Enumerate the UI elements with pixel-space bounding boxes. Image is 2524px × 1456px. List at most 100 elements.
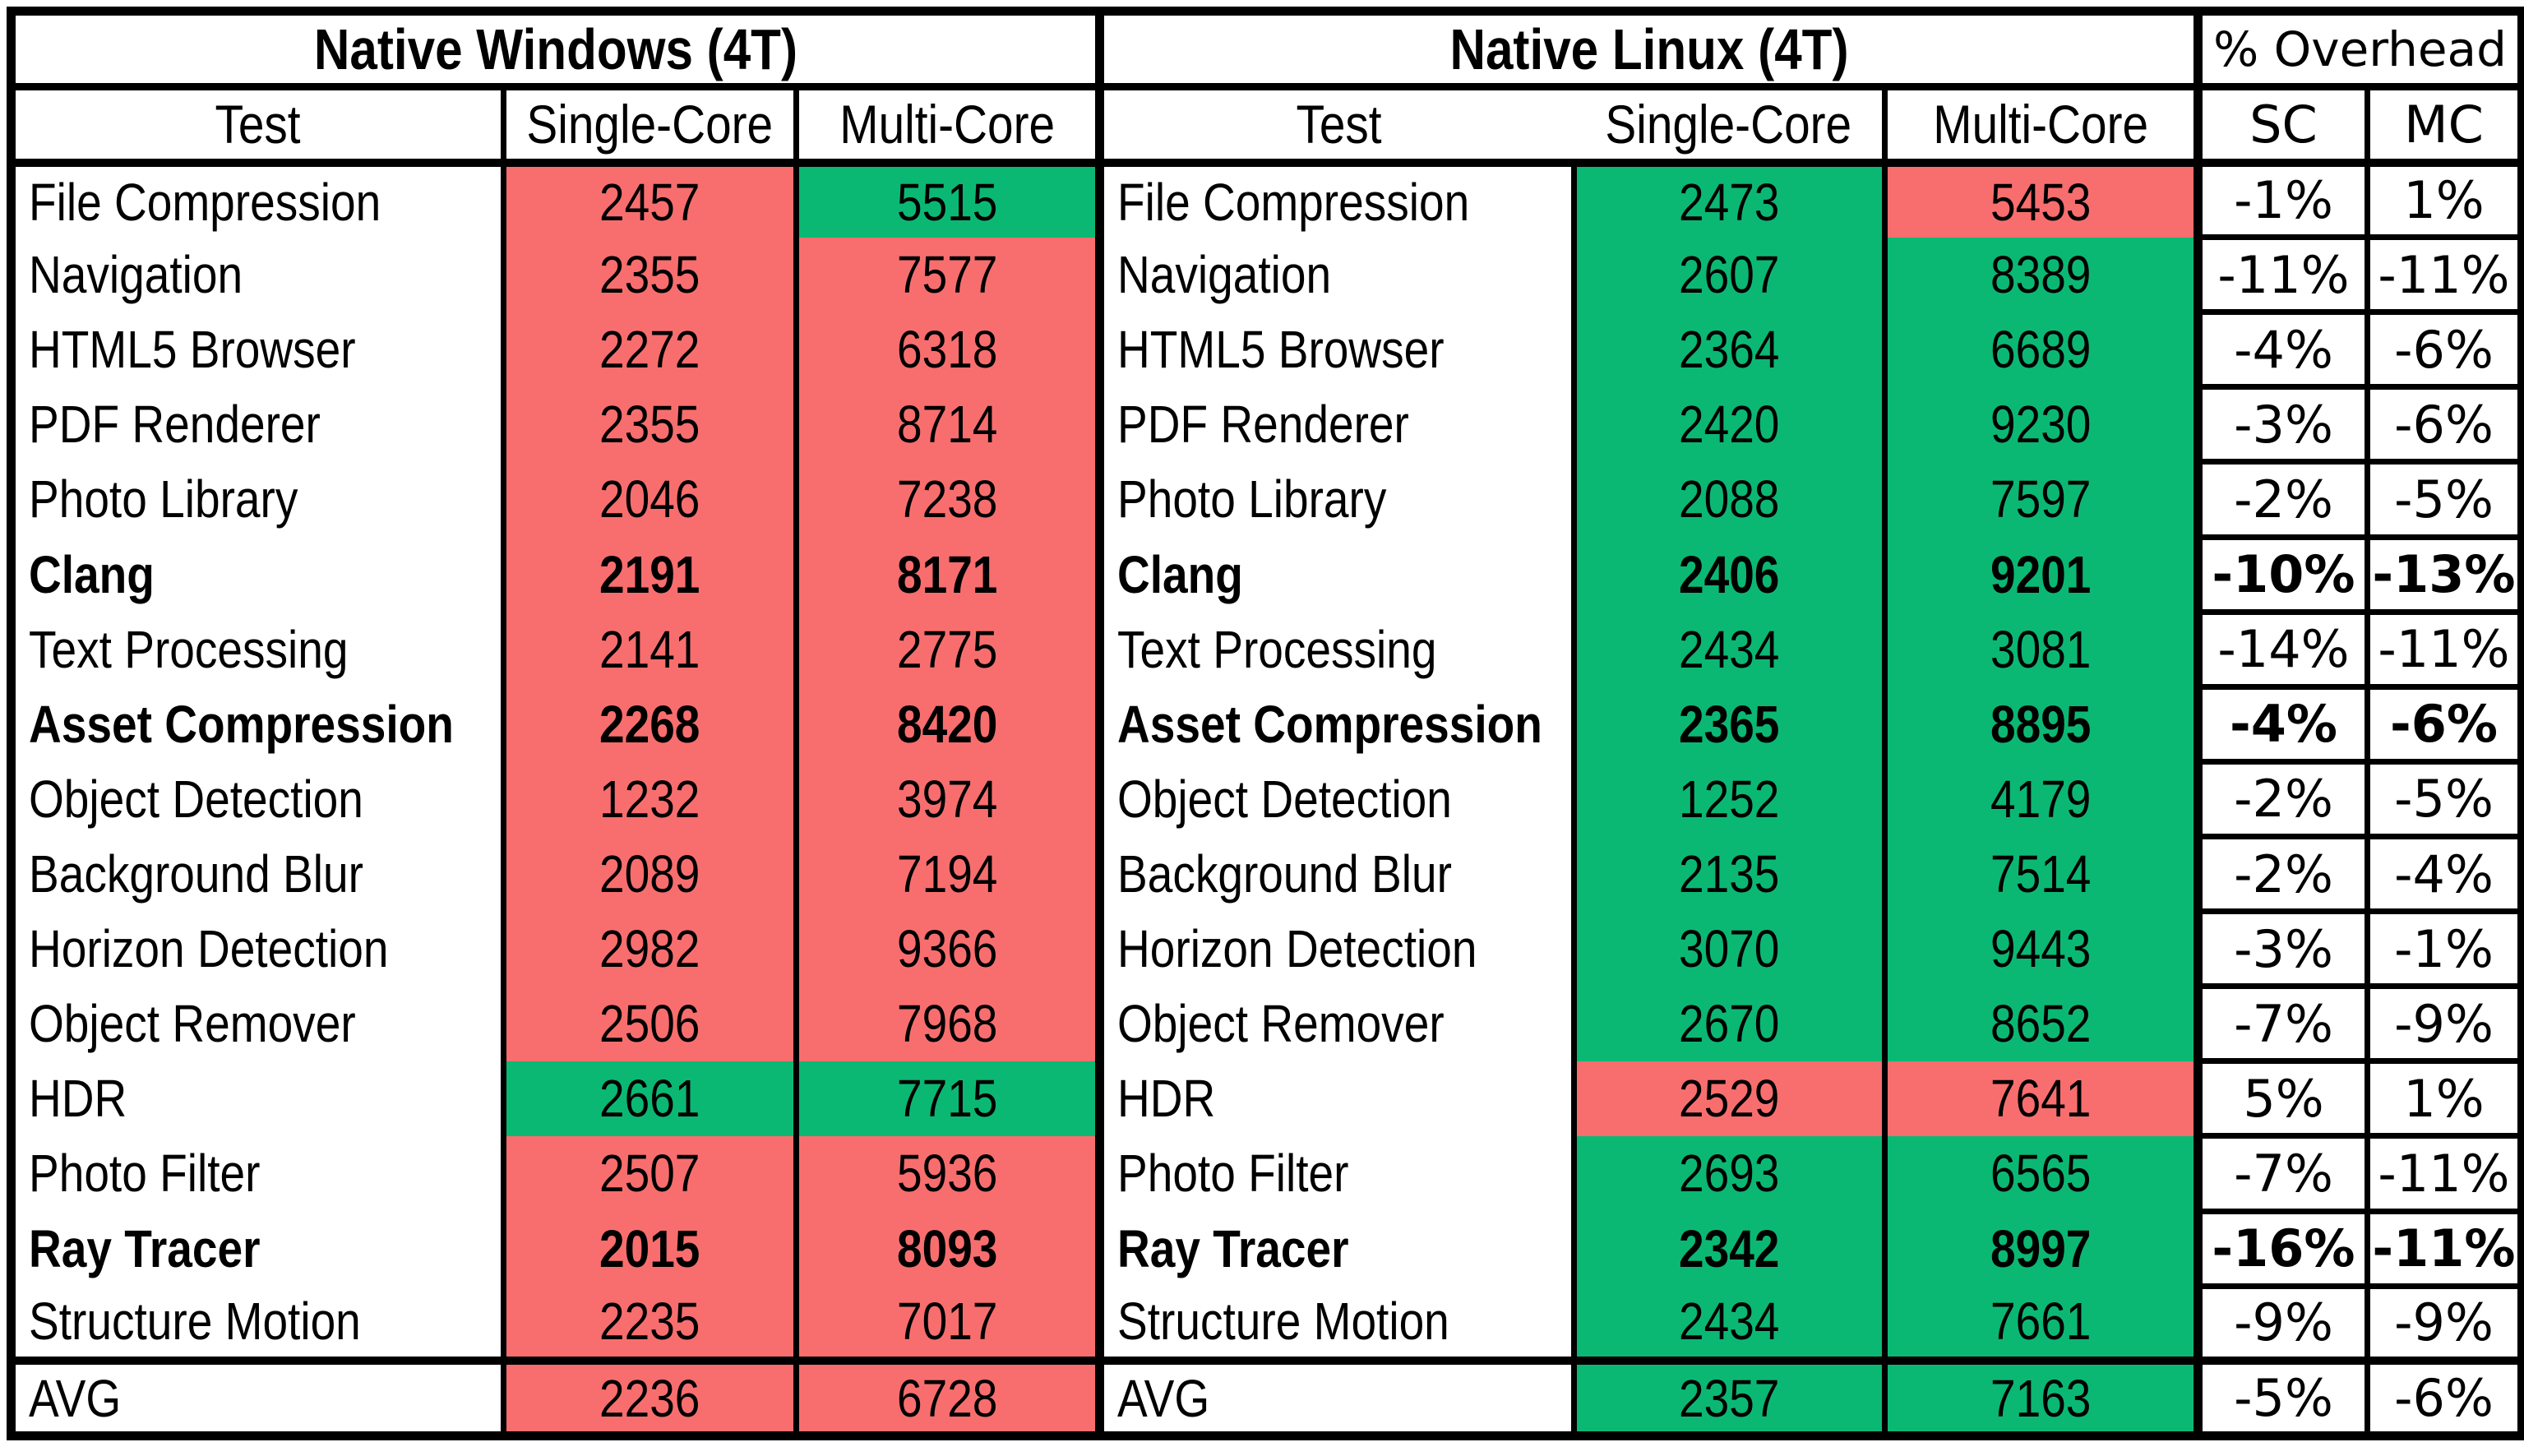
linux-multi-core-cell: 7163	[1884, 1357, 2203, 1436]
cell-text: 2355	[599, 245, 700, 305]
linux-single-core-cell: 2607	[1574, 237, 1888, 312]
cell-text: Object Detection	[1117, 769, 1452, 829]
linux-test-name-cell: Object Detection	[1099, 761, 1577, 837]
cell-text: 1232	[599, 769, 700, 829]
linux-multi-core-cell: 9443	[1884, 911, 2203, 987]
win-test-name-cell: Photo Library	[11, 461, 506, 538]
linux-single-core-cell: 2529	[1574, 1061, 1888, 1136]
cell-text: 2236	[599, 1368, 700, 1428]
win-test-name-cell: Asset Compression	[11, 686, 506, 762]
cell-text: 2365	[1679, 694, 1780, 754]
overhead-mc-cell: 1%	[2367, 1061, 2522, 1139]
linux-multi-core-cell: 5453	[1884, 162, 2203, 238]
overhead-sc-cell: -2%	[2198, 461, 2370, 540]
win-multi-core-cell: 6728	[796, 1357, 1104, 1436]
table-row: Clang 2191 8171 Clang 2406 9201 -10% -13%	[11, 537, 2522, 615]
cell-text: 7577	[896, 245, 998, 305]
win-multi-core-cell: 7238	[796, 461, 1104, 538]
cell-text: Ray Tracer	[29, 1218, 261, 1278]
linux-multi-core-cell: 6565	[1884, 1135, 2203, 1212]
overhead-sc-cell: -1%	[2198, 162, 2370, 241]
table-row: Navigation 2355 7577 Navigation 2607 8389 -11%…	[11, 237, 2522, 316]
linux-test-name-cell: Object Remover	[1099, 986, 1577, 1061]
cell-text: Horizon Detection	[1117, 919, 1477, 979]
win-single-core-cell: 2141	[503, 612, 799, 687]
win-single-core-cell: 2661	[503, 1061, 799, 1136]
linux-test-name-cell: PDF Renderer	[1099, 386, 1577, 462]
cell-text: 2364	[1679, 320, 1780, 380]
win-test-name-cell: HDR	[11, 1061, 506, 1136]
linux-multi-core-cell: 9201	[1884, 537, 2203, 612]
cell-text: Background Blur	[29, 844, 363, 904]
cell-text: 2507	[599, 1144, 700, 1204]
cell-text: PDF Renderer	[29, 395, 321, 455]
linux-single-core-cell: 1252	[1574, 761, 1888, 837]
linux-multi-core-cell: 7514	[1884, 836, 2203, 912]
cell-text: Text Processing	[29, 619, 349, 679]
win-single-core-cell: 2089	[503, 836, 799, 912]
cell-text: 2342	[1679, 1218, 1780, 1278]
cell-text: 8652	[1990, 994, 2092, 1054]
linux-single-core-cell: 2357	[1574, 1357, 1888, 1436]
cell-text: 2088	[1679, 469, 1780, 529]
cell-text: 7641	[1990, 1069, 2092, 1129]
cell-text: 5515	[896, 172, 998, 232]
overhead-sc-cell: -5%	[2198, 1357, 2370, 1440]
linux-single-core-cell: 2473	[1574, 162, 1888, 238]
linux-multi-core-cell: 6689	[1884, 312, 2203, 387]
cell-text: 7194	[896, 844, 998, 904]
table-row: Text Processing 2141 2775 Text Processing 24…	[11, 612, 2522, 690]
win-single-core-cell: 2507	[503, 1135, 799, 1212]
cell-text: Background Blur	[1117, 844, 1452, 904]
cell-text: 7661	[1990, 1292, 2092, 1352]
linux-test-name-cell: Photo Library	[1099, 461, 1577, 538]
win-multi-core-cell: 8093	[796, 1211, 1104, 1287]
cell-text: 4179	[1990, 769, 2092, 829]
header-text: Multi-Core	[839, 94, 1055, 155]
cell-text: Asset Compression	[1117, 694, 1542, 754]
win-test-name-cell: Horizon Detection	[11, 911, 506, 987]
cell-text: 8389	[1990, 245, 2092, 305]
cell-text: Structure Motion	[1117, 1292, 1449, 1352]
overhead-mc-cell: -11%	[2367, 1135, 2522, 1214]
linux-test-name-cell: File Compression	[1099, 162, 1577, 238]
overhead-sc-cell: -7%	[2198, 1135, 2370, 1214]
overhead-mc-cell: -13%	[2367, 537, 2522, 615]
cell-text: Photo Library	[29, 469, 298, 529]
cell-text: Photo Filter	[1117, 1144, 1349, 1204]
win-test-name-cell: PDF Renderer	[11, 386, 506, 462]
table-row: Photo Library 2046 7238 Photo Library 2088 75…	[11, 461, 2522, 540]
cell-text: 2529	[1679, 1069, 1780, 1129]
cell-text: HTML5 Browser	[1117, 320, 1445, 380]
win-test-name-cell: Clang	[11, 537, 506, 612]
cell-text: Clang	[1117, 544, 1243, 604]
overhead-mc-cell: -5%	[2367, 461, 2522, 540]
column-header-row: Test Single-Core Multi-Core Test Single-…	[11, 86, 2522, 167]
cell-text: 2141	[599, 619, 700, 679]
linux-single-core-cell: 2135	[1574, 836, 1888, 912]
cell-text: 8093	[896, 1218, 998, 1278]
table-row: Photo Filter 2507 5936 Photo Filter 2693 6565…	[11, 1135, 2522, 1214]
win-multi-core-cell: 3974	[796, 761, 1104, 837]
overhead-mc-cell: -11%	[2367, 612, 2522, 690]
cell-text: 2693	[1679, 1144, 1780, 1204]
cell-text: 7238	[896, 469, 998, 529]
cell-text: File Compression	[1117, 172, 1470, 232]
win-single-core-cell: 2506	[503, 986, 799, 1061]
overhead-sc-column-header: SC	[2198, 86, 2370, 167]
cell-text: 2420	[1679, 395, 1780, 455]
table-row: Asset Compression 2268 8420 Asset Compressi…	[11, 686, 2522, 765]
win-multi-core-cell: 5515	[796, 162, 1104, 238]
overhead-mc-cell: -6%	[2367, 386, 2522, 465]
cell-text: 2457	[599, 172, 700, 232]
linux-multi-core-column-header: Multi-Core	[1884, 86, 2203, 167]
overhead-mc-cell: -9%	[2367, 1286, 2522, 1364]
win-test-name-cell: Photo Filter	[11, 1135, 506, 1212]
cell-text: 7163	[1990, 1368, 2092, 1428]
linux-test-name-cell: HDR	[1099, 1061, 1577, 1136]
cell-text: 2661	[599, 1069, 700, 1129]
win-test-name-cell: AVG	[11, 1357, 506, 1436]
linux-multi-core-cell: 7641	[1884, 1061, 2203, 1136]
table-row: Structure Motion 2235 7017 Structure Motion…	[11, 1286, 2522, 1364]
cell-text: 2670	[1679, 994, 1780, 1054]
